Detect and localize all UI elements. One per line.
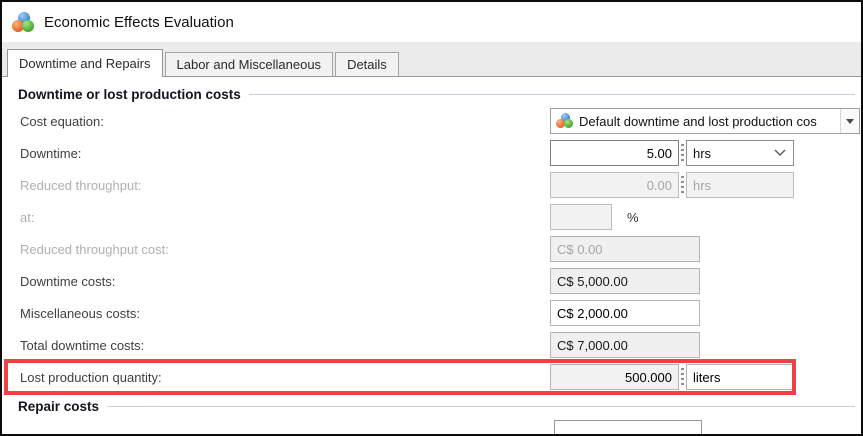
section-rule: [248, 94, 855, 95]
downtime-costs-input: [550, 268, 700, 294]
cost-equation-combobox[interactable]: Default downtime and lost production cos: [550, 108, 860, 134]
section-repair-costs: Repair costs: [2, 395, 861, 417]
downtime-unit-value: hrs: [693, 145, 712, 161]
tab-details[interactable]: Details: [335, 52, 399, 76]
reduced-throughput-cost-label: Reduced throughput cost:: [20, 241, 169, 257]
downtime-label: Downtime:: [20, 145, 82, 161]
section-downtime-costs: Downtime or lost production costs: [2, 83, 861, 105]
row-reduced-throughput: Reduced throughput:: [2, 169, 861, 201]
row-lost-production-quantity: Lost production quantity:: [2, 359, 861, 395]
row-repair-cost-partial: [2, 417, 861, 434]
reduced-throughput-spinner: [681, 176, 684, 194]
row-miscellaneous-costs: Miscellaneous costs:: [2, 297, 861, 329]
dropdown-arrow-icon: [846, 118, 854, 124]
row-total-downtime-costs: Total downtime costs:: [2, 329, 861, 361]
reduced-throughput-input: [550, 172, 679, 198]
lost-production-quantity-label: Lost production quantity:: [20, 369, 162, 385]
row-downtime: Downtime: hrs: [2, 137, 861, 169]
miscellaneous-costs-input[interactable]: [550, 300, 700, 326]
at-input: [550, 204, 612, 230]
miscellaneous-costs-label: Miscellaneous costs:: [20, 305, 140, 321]
section-rule: [107, 406, 855, 407]
sphere-green: [22, 19, 34, 32]
chevron-down-icon: [774, 149, 786, 156]
repair-cost-partial-input[interactable]: [554, 420, 702, 434]
spheres-icon: [556, 112, 574, 130]
row-downtime-costs: Downtime costs:: [2, 265, 861, 297]
section-title: Downtime or lost production costs: [18, 86, 241, 102]
percent-label: %: [627, 209, 639, 225]
lost-production-unit-box[interactable]: [686, 364, 794, 390]
reduced-throughput-unit-box: [686, 172, 794, 198]
downtime-input[interactable]: [550, 140, 679, 166]
tab-labor-and-miscellaneous[interactable]: Labor and Miscellaneous: [164, 52, 334, 76]
at-label: at:: [20, 209, 35, 225]
window-title: Economic Effects Evaluation: [44, 13, 234, 31]
total-downtime-costs-label: Total downtime costs:: [20, 337, 145, 353]
tab-page-downtime-and-repairs: Downtime or lost production costs Cost e…: [2, 77, 861, 434]
sphere-orange: [12, 19, 24, 32]
row-at: at: %: [2, 201, 861, 233]
tab-downtime-and-repairs[interactable]: Downtime and Repairs: [7, 49, 163, 77]
lost-production-quantity-input[interactable]: [550, 364, 679, 390]
tab-strip: Downtime and Repairs Labor and Miscellan…: [2, 42, 861, 77]
lost-production-quantity-spinner[interactable]: [681, 368, 684, 386]
reduced-throughput-label: Reduced throughput:: [20, 177, 142, 193]
total-downtime-costs-input: [550, 332, 700, 358]
downtime-unit-combobox[interactable]: hrs: [686, 140, 794, 166]
section-title: Repair costs: [18, 398, 100, 414]
downtime-costs-label: Downtime costs:: [20, 273, 116, 289]
titlebar: Economic Effects Evaluation: [2, 2, 861, 42]
app-spheres-icon: [12, 11, 35, 33]
row-cost-equation: Cost equation: Default downtime and lost…: [2, 105, 861, 137]
cost-equation-label: Cost equation:: [20, 113, 104, 129]
cost-equation-value: Default downtime and lost production cos: [579, 113, 817, 129]
reduced-throughput-cost-input: [550, 236, 700, 262]
row-reduced-throughput-cost: Reduced throughput cost:: [2, 233, 861, 265]
cost-equation-dropdown-button[interactable]: [840, 109, 859, 133]
downtime-spinner[interactable]: [681, 144, 684, 162]
